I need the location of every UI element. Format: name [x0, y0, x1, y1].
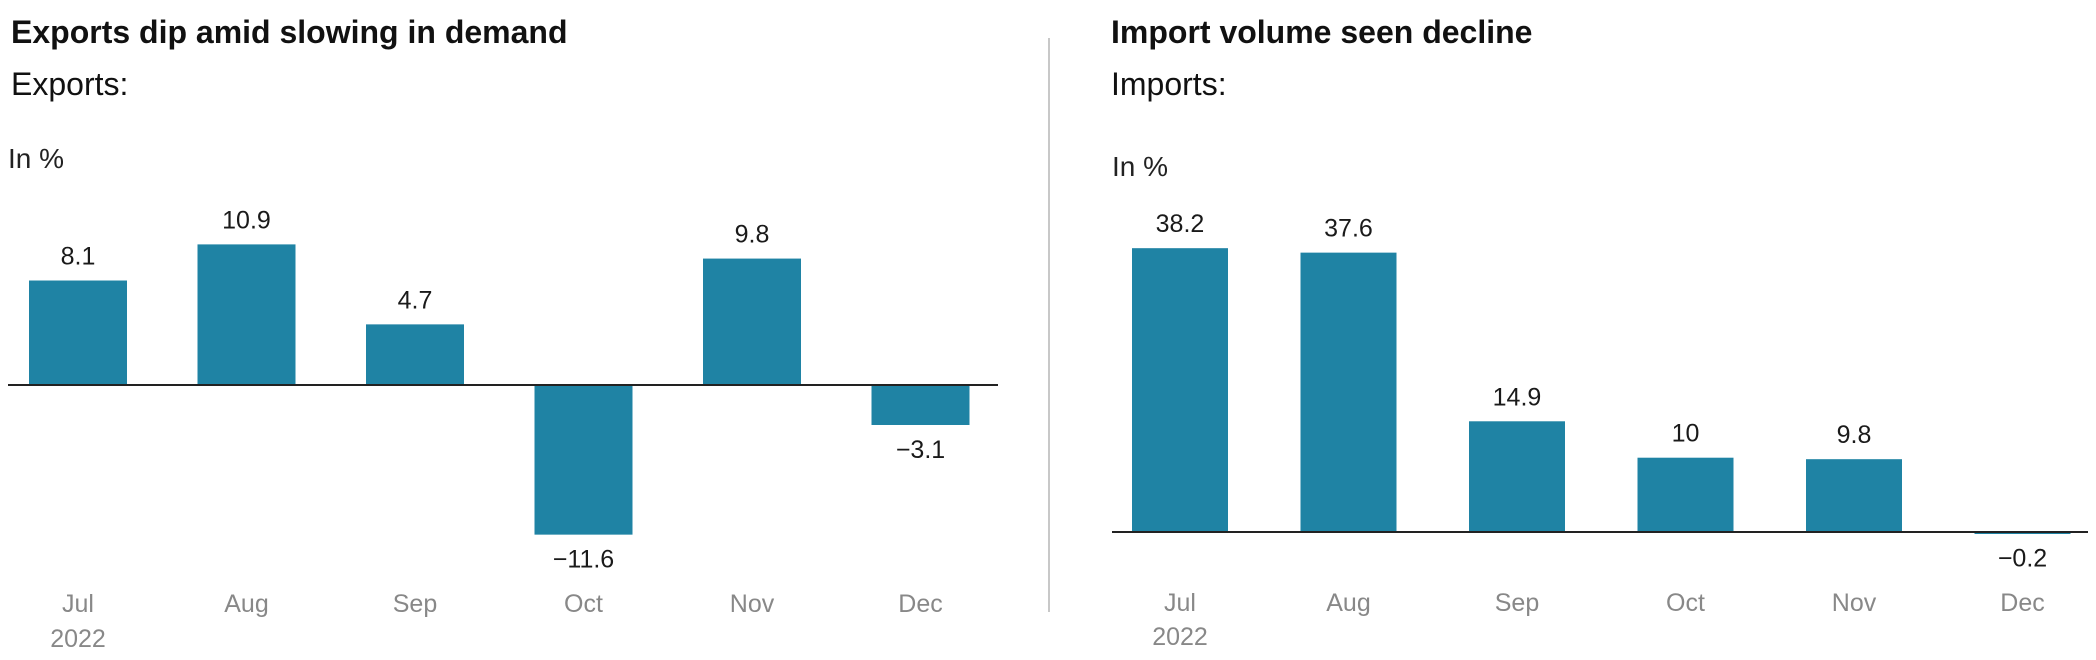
imports-tick-oct: Oct	[1666, 589, 1705, 617]
exports-bar-dec	[871, 385, 970, 425]
exports-bar-chart: In % 8.1 Jul 10.9 Aug 4.7 Sep −11.6 Oct 9.8 Nov −3.…	[8, 143, 998, 653]
imports-bar-oct	[1637, 457, 1734, 532]
exports-tick-nov: Nov	[730, 590, 775, 618]
exports-bar-sep	[366, 324, 464, 385]
imports-value-label-jul: 38.2	[1156, 210, 1205, 238]
imports-value-label-aug: 37.6	[1324, 215, 1373, 243]
imports-tick-dec: Dec	[2000, 589, 2044, 617]
exports-tick-oct: Oct	[564, 590, 603, 618]
exports-tick-jul: Jul	[62, 590, 94, 618]
imports-year-label: 2022	[1152, 623, 1208, 651]
imports-tick-aug: Aug	[1326, 589, 1370, 617]
imports-bar-chart: In % 38.2 Jul 37.6 Aug 14.9 Sep 10 Oct 9.8 Nov −0.2…	[1112, 151, 2088, 651]
imports-value-label-sep: 14.9	[1493, 383, 1542, 411]
imports-chart-subtitle: Imports:	[1111, 66, 1227, 102]
exports-bar-oct	[534, 385, 633, 535]
imports-bar-sep	[1469, 421, 1565, 532]
exports-bar-aug	[197, 244, 296, 385]
imports-bar-nov	[1806, 459, 1902, 532]
exports-value-label-nov: 9.8	[735, 221, 770, 249]
imports-bar-jul	[1132, 248, 1228, 532]
exports-value-label-jul: 8.1	[61, 243, 96, 271]
imports-tick-jul: Jul	[1164, 589, 1196, 617]
imports-chart-title: Import volume seen decline	[1111, 14, 1533, 50]
imports-value-label-oct: 10	[1672, 420, 1700, 448]
exports-year-label: 2022	[50, 625, 106, 653]
imports-tick-sep: Sep	[1495, 589, 1539, 617]
exports-value-label-oct: −11.6	[553, 546, 614, 574]
imports-unit-label: In %	[1112, 151, 1168, 182]
exports-tick-sep: Sep	[393, 590, 437, 618]
exports-bar-nov	[703, 258, 801, 385]
exports-chart-title: Exports dip amid slowing in demand	[11, 14, 568, 50]
imports-value-label-nov: 9.8	[1837, 421, 1872, 449]
imports-bar-aug	[1300, 252, 1397, 532]
exports-panel: Exports dip amid slowing in demand Expor…	[8, 14, 998, 653]
imports-value-label-dec: −0.2	[1998, 544, 2047, 572]
imports-tick-nov: Nov	[1832, 589, 1877, 617]
exports-value-label-sep: 4.7	[398, 286, 433, 314]
exports-bar-jul	[29, 280, 127, 385]
exports-tick-dec: Dec	[898, 590, 942, 618]
exports-tick-aug: Aug	[224, 590, 268, 618]
exports-unit-label: In %	[8, 143, 64, 174]
exports-chart-subtitle: Exports:	[11, 66, 129, 102]
exports-value-label-aug: 10.9	[222, 206, 271, 234]
exports-value-label-dec: −3.1	[896, 436, 945, 464]
panel-divider	[1048, 38, 1050, 612]
imports-panel: Import volume seen decline Imports: In %…	[1100, 0, 2096, 660]
